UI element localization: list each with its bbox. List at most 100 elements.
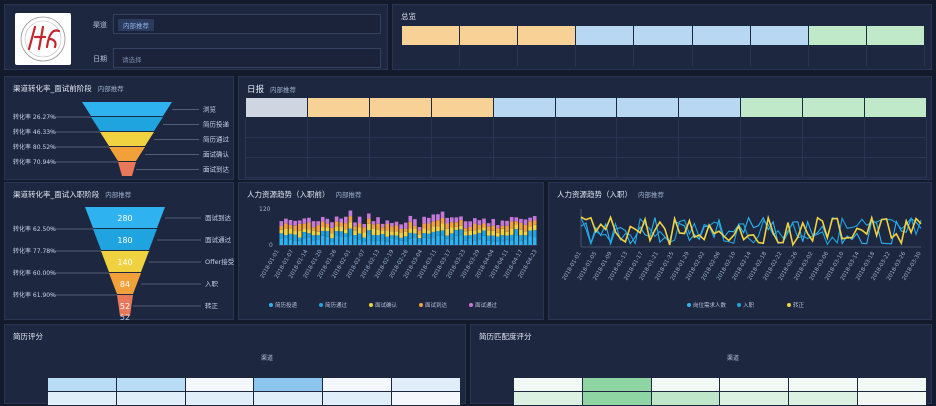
trend-bar <box>459 229 463 236</box>
trend-bar <box>528 221 532 227</box>
daily-header <box>306 97 370 118</box>
summary-header <box>400 25 461 46</box>
summary-value <box>401 45 461 66</box>
legend-dot <box>369 303 373 307</box>
trend-bar <box>496 228 500 233</box>
trend-bar <box>380 240 385 245</box>
funnel-segment <box>109 147 145 161</box>
daily-cell <box>245 157 308 178</box>
funnel-value: 84 <box>120 280 130 289</box>
summary-value <box>866 45 926 66</box>
trend-pre-subtitle: 内部推荐 <box>335 191 362 199</box>
resume_match-cell <box>479 391 513 405</box>
trend-bar <box>348 210 353 217</box>
funnel-post-title: 渠道转化率_面试入职阶段 <box>13 190 100 199</box>
resume_match-cell <box>650 390 721 406</box>
trend-bar <box>473 223 477 231</box>
trend-bar <box>311 240 316 245</box>
trend-bar <box>316 235 320 240</box>
channel-select[interactable]: 内部推荐 <box>113 14 381 34</box>
funnel-value: 52 <box>120 302 130 311</box>
trend-bar <box>459 216 463 221</box>
resume-score-group: 渠道 <box>261 355 274 362</box>
trend-bar <box>394 235 399 240</box>
trend-bar <box>482 223 486 228</box>
trend-bar <box>519 229 523 236</box>
trend-bar <box>477 229 482 233</box>
trend-bar <box>422 216 426 224</box>
trend-bar <box>367 235 371 245</box>
trend-bar <box>330 227 334 234</box>
funnel-value: 140 <box>117 258 132 267</box>
trend-bar <box>403 241 408 245</box>
trend-bar <box>284 223 288 229</box>
trend-bar <box>371 224 376 229</box>
resume_score-cell <box>184 390 255 406</box>
trend-bar <box>325 236 330 245</box>
trend-bar <box>399 232 403 238</box>
trend-bar <box>519 235 523 242</box>
resume_match-header <box>513 363 582 377</box>
legend-label: 面试通过 <box>475 301 498 309</box>
daily-cell <box>740 117 804 138</box>
trend-bar <box>362 237 367 242</box>
funnel-value: 180 <box>117 236 132 245</box>
daily-cell <box>368 157 432 178</box>
resume_match-cell <box>788 376 859 392</box>
daily-header <box>678 97 742 118</box>
resume_score-cell <box>391 376 461 392</box>
trend-bar <box>431 231 436 239</box>
trend-bar <box>380 234 385 241</box>
legend-dot <box>737 303 741 307</box>
trend-bar <box>376 217 380 224</box>
trend-bar <box>514 221 519 225</box>
funnel-stage-label: 入职 <box>205 280 219 288</box>
trend-bar <box>344 223 348 230</box>
resume_score-header <box>13 363 47 377</box>
funnel-segment <box>118 162 136 176</box>
trend-bar <box>514 224 519 230</box>
trend-bar <box>325 227 330 232</box>
legend-dot <box>269 303 273 307</box>
funnel-segment <box>82 102 172 116</box>
resume-match-group: 渠道 <box>727 355 740 362</box>
trend-bar <box>491 230 496 236</box>
trend-bar <box>491 218 496 226</box>
trend-bar <box>528 230 532 237</box>
trend-bar <box>417 234 422 239</box>
trend-bar <box>348 228 353 236</box>
daily-subtitle: 内部推荐 <box>270 86 297 94</box>
trend-bar <box>371 234 376 242</box>
date-label: 日期 <box>93 55 107 63</box>
resume-score-panel: 简历评分 渠道 <box>4 324 466 406</box>
trend-bar <box>284 235 288 239</box>
trend-bar <box>293 240 297 245</box>
trend-bar <box>380 227 385 231</box>
resume_score-cell <box>391 390 461 406</box>
resume-score-title: 简历评分 <box>13 332 43 341</box>
trend-bar <box>426 238 431 245</box>
trend-bar <box>491 225 496 231</box>
trend-pre-panel: 人力资源趋势（入职前） 内部推荐 120 0 2018-01-01 2018-01-07… <box>238 182 544 320</box>
date-input[interactable]: 请选择 <box>113 48 381 68</box>
trend-bar <box>532 220 537 225</box>
resume_score-cell <box>46 390 117 406</box>
resume_match-cell <box>581 376 652 392</box>
trend-bar <box>399 237 403 241</box>
summary-header <box>575 25 635 46</box>
trend-bar <box>302 228 307 233</box>
trend-bar <box>509 221 514 229</box>
resume_score-header <box>116 363 185 377</box>
daily-cell <box>245 137 308 158</box>
trend-bar <box>463 221 468 229</box>
resume_match-header <box>789 363 858 377</box>
trend-pre-title: 人力资源趋势（入职前） <box>247 190 330 199</box>
trend-bar <box>509 234 514 241</box>
trend-bar <box>385 230 390 237</box>
funnel-stage-label: 面试通过 <box>205 235 232 244</box>
channel-label: 渠道 <box>93 21 107 29</box>
trend-bar <box>477 224 482 230</box>
trend-bar <box>385 220 390 225</box>
trend-bar <box>307 233 311 238</box>
trend-bar <box>413 229 417 234</box>
